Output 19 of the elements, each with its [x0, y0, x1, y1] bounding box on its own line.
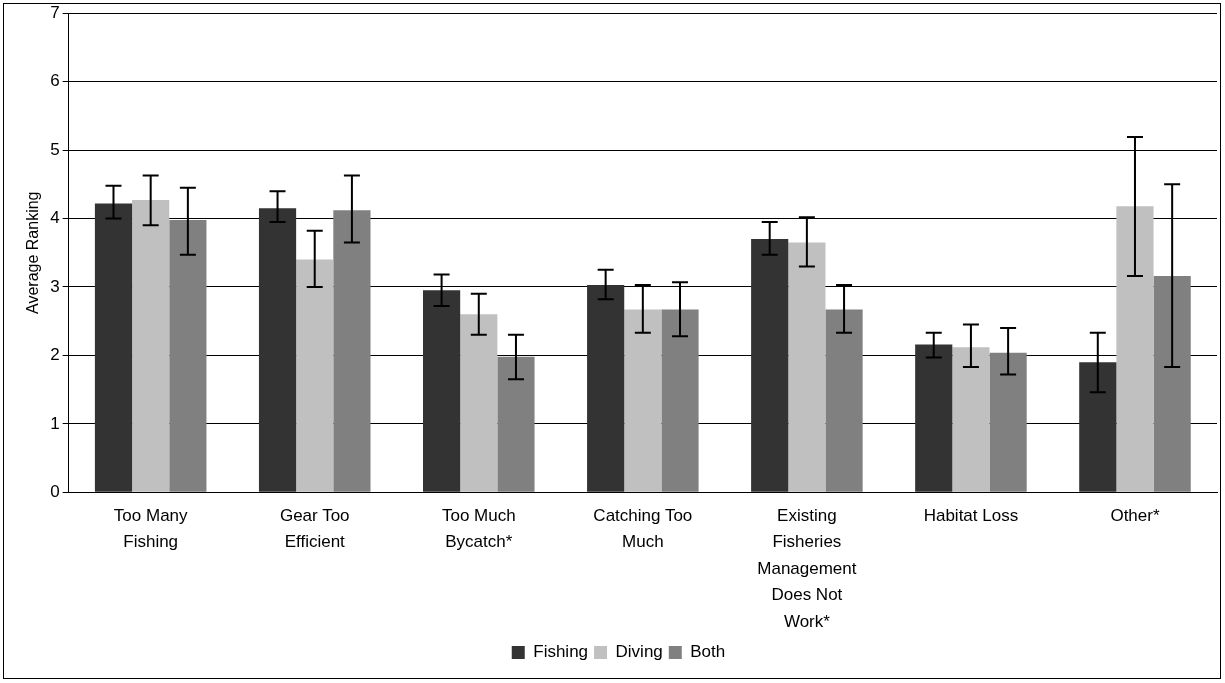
x-tick-label: Existing Fisheries Management Does Not Work* — [757, 506, 857, 631]
y-axis-title: Average Ranking — [24, 191, 42, 314]
y-tick-label: 0 — [50, 481, 60, 501]
legend-label: Diving — [615, 642, 663, 662]
x-tick-label: Gear Too Efficient — [279, 506, 350, 552]
x-tick-label: Too Much Bycatch* — [441, 506, 516, 552]
y-tick-label: 4 — [50, 208, 60, 228]
legend-label: Fishing — [533, 642, 589, 662]
x-tick-label: Habitat Loss — [923, 506, 1019, 526]
x-tick-label: Too Many Fishing — [113, 506, 189, 552]
y-tick-label: 2 — [50, 345, 60, 365]
x-tick-label: Other* — [1110, 506, 1160, 526]
y-tick-label: 5 — [50, 139, 60, 159]
y-tick-label: 7 — [50, 2, 60, 22]
x-tick-label: Catching Too Much — [593, 506, 693, 552]
y-tick-label: 6 — [50, 71, 60, 91]
y-tick-label: 1 — [50, 413, 60, 433]
y-tick-label: 3 — [50, 276, 60, 296]
legend-label: Both — [690, 642, 726, 662]
